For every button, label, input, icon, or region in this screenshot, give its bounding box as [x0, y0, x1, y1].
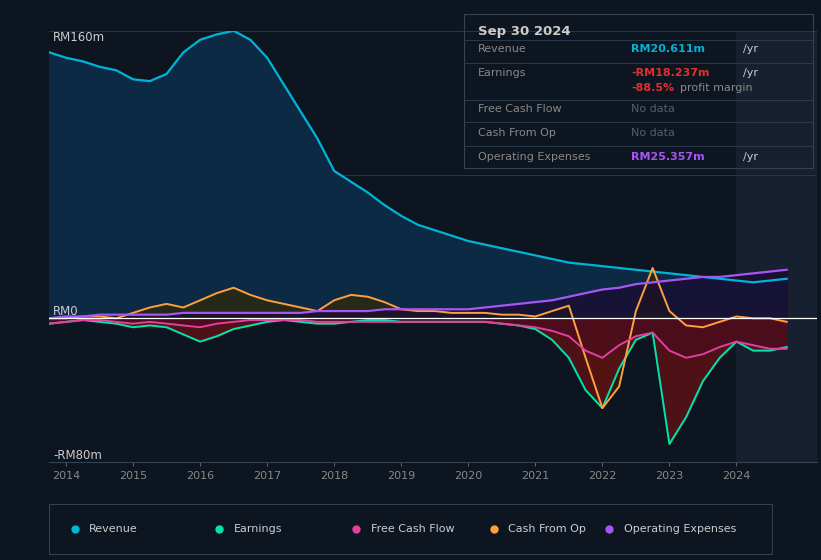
Text: RM20.611m: RM20.611m: [631, 44, 705, 54]
Text: profit margin: profit margin: [680, 83, 753, 93]
Text: No data: No data: [631, 105, 675, 114]
Text: Cash From Op: Cash From Op: [508, 524, 586, 534]
Text: Operating Expenses: Operating Expenses: [478, 152, 590, 162]
Text: No data: No data: [631, 128, 675, 138]
Text: -RM80m: -RM80m: [53, 449, 102, 462]
Text: RM0: RM0: [53, 305, 79, 318]
Text: /yr: /yr: [743, 44, 758, 54]
Text: RM25.357m: RM25.357m: [631, 152, 705, 162]
Text: Free Cash Flow: Free Cash Flow: [478, 105, 562, 114]
Text: Earnings: Earnings: [478, 68, 526, 77]
Bar: [736, 31, 821, 462]
Text: Earnings: Earnings: [233, 524, 282, 534]
Text: Revenue: Revenue: [478, 44, 526, 54]
Text: -88.5%: -88.5%: [631, 83, 675, 93]
Text: Free Cash Flow: Free Cash Flow: [371, 524, 454, 534]
Text: -RM18.237m: -RM18.237m: [631, 68, 710, 77]
Text: Operating Expenses: Operating Expenses: [624, 524, 736, 534]
Text: /yr: /yr: [743, 68, 758, 77]
Text: Sep 30 2024: Sep 30 2024: [478, 25, 571, 38]
Text: Revenue: Revenue: [89, 524, 138, 534]
Text: RM160m: RM160m: [53, 31, 105, 44]
Text: /yr: /yr: [743, 152, 758, 162]
Text: Cash From Op: Cash From Op: [478, 128, 556, 138]
